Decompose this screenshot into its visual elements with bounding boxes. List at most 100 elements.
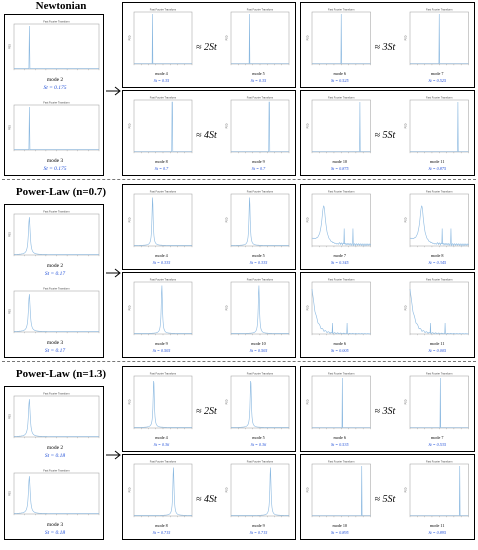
y-axis-label: PSD bbox=[129, 399, 132, 404]
arrow-shape bbox=[106, 268, 121, 278]
mode-label: mode 7 bbox=[431, 71, 444, 76]
y-axis-label: PSD bbox=[9, 309, 12, 314]
strouhal-label: St = 0.7 bbox=[251, 166, 266, 171]
plot-title: Fast Fourier Transform bbox=[150, 372, 176, 376]
plot-frame bbox=[133, 193, 193, 247]
harmonic-group-box: Fast Fourier Transform PSD mode 10 St = 0.8… bbox=[300, 454, 475, 540]
y-axis-label: PSD bbox=[404, 487, 407, 492]
mode-label: mode 4 bbox=[155, 71, 168, 76]
plot-title: Fast Fourier Transform bbox=[43, 20, 69, 24]
arrow-icon bbox=[106, 86, 121, 96]
y-axis-label: PSD bbox=[307, 35, 310, 40]
fft-panel: Fast Fourier Transform PSD mode 9 St = 0.7 bbox=[225, 94, 292, 174]
plot-frame bbox=[230, 281, 290, 335]
plot-title: Fast Fourier Transform bbox=[247, 190, 273, 194]
psd-curve bbox=[409, 377, 468, 428]
mode-label: mode 8 bbox=[155, 523, 168, 528]
plot-title: Fast Fourier Transform bbox=[328, 460, 354, 464]
strouhal-label: St = 0.36 bbox=[153, 442, 170, 447]
harmonic-group-box: Fast Fourier Transform PSD mode 9 St = 0.50… bbox=[122, 272, 296, 358]
psd-curve bbox=[134, 13, 192, 64]
harmonic-group-box: Fast Fourier Transform PSD mode 8 St = 0.71… bbox=[122, 454, 296, 540]
approx-label: ≈ 3St bbox=[374, 42, 396, 53]
psd-curve bbox=[312, 101, 371, 152]
plot-title: Fast Fourier Transform bbox=[328, 372, 354, 376]
fft-plot: Fast Fourier Transform PSD bbox=[404, 96, 469, 154]
plot-title: Fast Fourier Transform bbox=[426, 190, 452, 194]
strouhal-label: St = 0.345 bbox=[428, 260, 447, 265]
psd-curve bbox=[13, 294, 99, 332]
y-axis-label: PSD bbox=[9, 125, 12, 130]
fft-panel: Fast Fourier Transform PSD mode 11 St = 0.8… bbox=[404, 94, 472, 174]
fft-plot: Fast Fourier Transform PSD bbox=[9, 287, 100, 334]
psd-curve bbox=[409, 465, 468, 516]
fft-panel: Fast Fourier Transform PSD mode 8 St = 0.34… bbox=[404, 188, 472, 268]
harmonic-group-box: Fast Fourier Transform PSD mode 6 St = 0.53… bbox=[300, 366, 475, 452]
strouhal-label: St = 0.005 bbox=[330, 348, 349, 353]
fft-plot: Fast Fourier Transform PSD bbox=[226, 96, 290, 154]
plot-title: Fast Fourier Transform bbox=[247, 460, 273, 464]
strouhal-label: St = 0.535 bbox=[428, 442, 447, 447]
fft-plot: Fast Fourier Transform PSD bbox=[9, 469, 100, 516]
fft-plot: Fast Fourier Transform PSD bbox=[226, 372, 290, 430]
plot-title: Fast Fourier Transform bbox=[247, 278, 273, 282]
y-axis-label: PSD bbox=[226, 399, 229, 404]
mode-label: mode 9 bbox=[252, 159, 265, 164]
strouhal-label: St = 0.17 bbox=[44, 271, 66, 277]
plot-title: Fast Fourier Transform bbox=[43, 392, 69, 396]
harmonic-group-box: Fast Fourier Transform PSD mode 7 St = 0.34… bbox=[300, 184, 475, 270]
mode-label: mode 3 bbox=[46, 522, 64, 528]
section-title: Power-Law (n=0.7) bbox=[15, 186, 107, 198]
fft-plot: Fast Fourier Transform PSD bbox=[226, 460, 290, 518]
mode-label: mode 10 bbox=[332, 159, 348, 164]
base-modes-box: Fast Fourier Transform PSD mode 2 St = 0.17… bbox=[4, 14, 104, 176]
y-axis-label: PSD bbox=[404, 123, 407, 128]
strouhal-label: St = 0.18 bbox=[44, 530, 66, 536]
y-axis-label: PSD bbox=[226, 123, 229, 128]
plot-frame bbox=[409, 375, 469, 429]
fft-panel: Fast Fourier Transform PSD mode 4 St = 0.36 bbox=[128, 370, 195, 450]
psd-curve bbox=[13, 399, 99, 437]
mode-label: mode 10 bbox=[251, 341, 266, 346]
mode-label: mode 9 bbox=[155, 341, 168, 346]
harmonic-group-box: Fast Fourier Transform PSD mode 10 St = 0.8… bbox=[300, 90, 475, 176]
plot-title: Fast Fourier Transform bbox=[43, 210, 69, 214]
harmonic-group-box: Fast Fourier Transform PSD mode 4 St = 0.33… bbox=[122, 184, 296, 270]
psd-curve bbox=[13, 217, 99, 255]
fft-panel: Fast Fourier Transform PSD mode 4 St = 0.33… bbox=[128, 188, 195, 268]
plot-frame bbox=[311, 99, 371, 153]
y-axis-label: PSD bbox=[226, 305, 229, 310]
mode-label: mode 4 bbox=[155, 435, 168, 440]
harmonic-group-box: Fast Fourier Transform PSD mode 6 St = 0.00… bbox=[300, 272, 475, 358]
fft-plot: Fast Fourier Transform PSD bbox=[129, 460, 193, 518]
psd-curve bbox=[13, 476, 99, 514]
plot-frame bbox=[230, 99, 290, 153]
arrow-icon bbox=[106, 268, 121, 278]
fft-panel: Fast Fourier Transform PSD mode 3 St = 0.17 bbox=[8, 285, 102, 358]
strouhal-label: St = 0.525 bbox=[428, 78, 447, 83]
strouhal-label: St = 0.895 bbox=[428, 530, 447, 535]
psd-curve bbox=[231, 285, 289, 334]
strouhal-label: St = 0.875 bbox=[428, 166, 447, 171]
plot-frame bbox=[13, 104, 100, 151]
strouhal-label: St = 0.535 bbox=[330, 442, 349, 447]
strouhal-label: St = 0.335 bbox=[249, 260, 268, 265]
fft-panel: Fast Fourier Transform PSD mode 6 St = 0.00… bbox=[306, 276, 374, 356]
psd-curve bbox=[14, 106, 99, 150]
section-divider bbox=[2, 179, 476, 180]
mode-label: mode 5 bbox=[252, 71, 265, 76]
approx-label: ≈ 2St bbox=[196, 42, 217, 53]
arrow-shape bbox=[106, 86, 121, 96]
fft-plot: Fast Fourier Transform PSD bbox=[307, 460, 371, 518]
y-axis-label: PSD bbox=[9, 491, 12, 496]
fft-panel: Fast Fourier Transform PSD mode 8 St = 0.7 bbox=[128, 94, 195, 174]
approx-label: ≈ 2St bbox=[196, 406, 217, 417]
plot-title: Fast Fourier Transform bbox=[150, 460, 176, 464]
fft-panel: Fast Fourier Transform PSD mode 10 St = 0.5… bbox=[225, 276, 292, 356]
arrow-icon bbox=[106, 450, 121, 460]
section-title: Newtonian bbox=[35, 0, 87, 12]
y-axis-label: PSD bbox=[404, 35, 407, 40]
y-axis-label: PSD bbox=[404, 217, 407, 222]
plot-title: Fast Fourier Transform bbox=[43, 101, 69, 105]
plot-title: Fast Fourier Transform bbox=[426, 278, 452, 282]
